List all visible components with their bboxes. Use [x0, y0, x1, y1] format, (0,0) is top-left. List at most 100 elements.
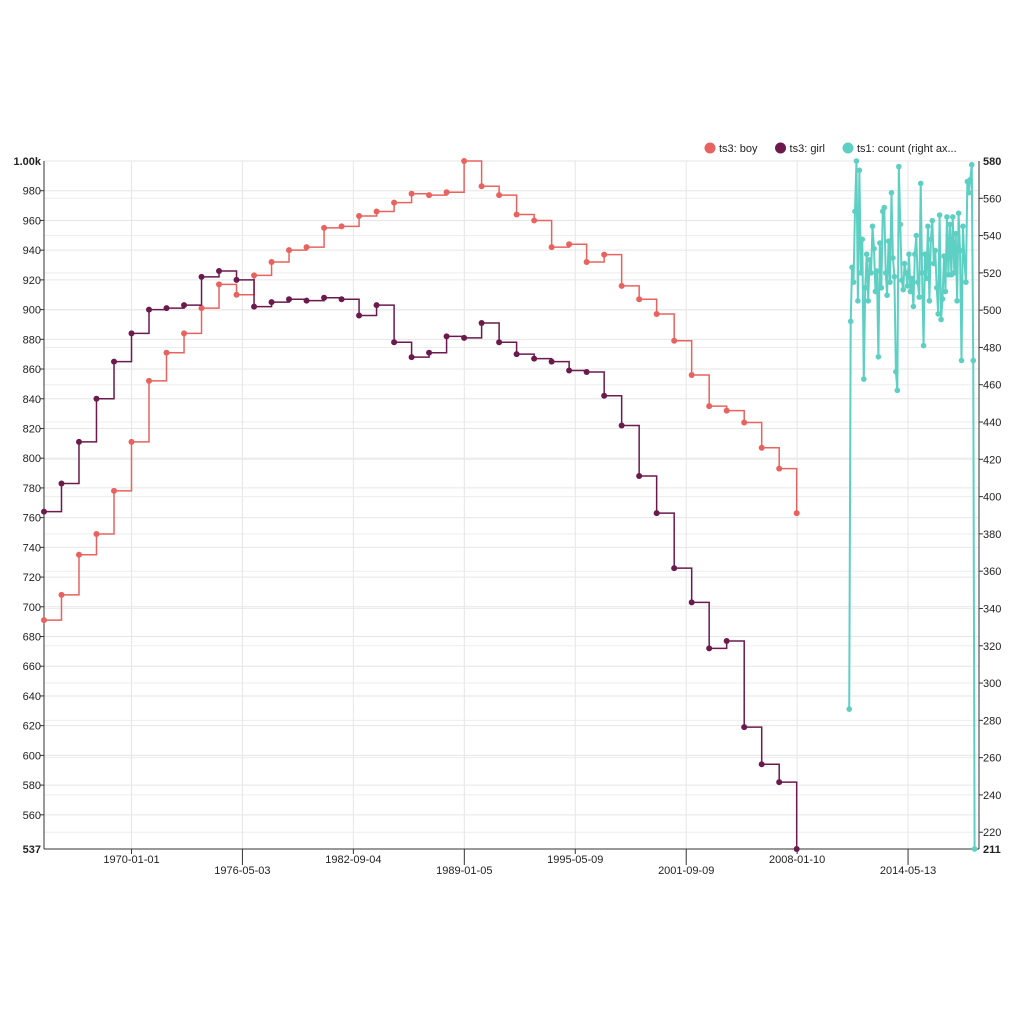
data-point-ts3-girl[interactable]: [41, 508, 47, 515]
legend-label-ts3-girl[interactable]: ts3: girl: [790, 143, 825, 155]
data-point-ts1-count-right-ax[interactable]: [860, 376, 867, 382]
data-point-ts1-count-right-ax[interactable]: [906, 251, 912, 258]
data-point-ts1-count-right-ax[interactable]: [893, 368, 899, 375]
data-point-ts3-girl[interactable]: [321, 294, 328, 301]
data-point-ts3-boy[interactable]: [408, 190, 415, 197]
data-point-ts3-girl[interactable]: [163, 305, 170, 312]
data-point-ts3-boy[interactable]: [723, 407, 730, 414]
data-point-ts3-boy[interactable]: [75, 551, 82, 558]
data-point-ts1-count-right-ax[interactable]: [935, 311, 942, 317]
data-point-ts3-boy[interactable]: [338, 223, 345, 230]
data-point-ts3-boy[interactable]: [321, 224, 328, 231]
data-point-ts3-boy[interactable]: [531, 217, 538, 224]
data-point-ts3-girl[interactable]: [111, 358, 118, 365]
data-point-ts3-boy[interactable]: [636, 296, 643, 303]
data-point-ts1-count-right-ax[interactable]: [868, 270, 874, 276]
data-point-ts3-girl[interactable]: [723, 637, 730, 644]
data-point-ts3-boy[interactable]: [443, 189, 450, 196]
data-point-ts1-count-right-ax[interactable]: [966, 189, 972, 196]
data-point-ts3-girl[interactable]: [426, 349, 433, 356]
data-point-ts1-count-right-ax[interactable]: [853, 158, 860, 164]
data-point-ts3-boy[interactable]: [181, 330, 188, 337]
data-point-ts1-count-right-ax[interactable]: [954, 298, 960, 304]
data-point-ts3-girl[interactable]: [758, 761, 765, 768]
data-point-ts3-boy[interactable]: [163, 349, 170, 356]
data-point-ts3-girl[interactable]: [373, 302, 380, 309]
data-point-ts3-boy[interactable]: [776, 465, 783, 472]
data-point-ts1-count-right-ax[interactable]: [967, 176, 974, 183]
data-point-ts3-boy[interactable]: [111, 487, 118, 494]
data-point-ts3-girl[interactable]: [286, 296, 293, 303]
data-point-ts1-count-right-ax[interactable]: [852, 208, 858, 215]
data-point-ts3-boy[interactable]: [233, 291, 240, 298]
data-point-ts1-count-right-ax[interactable]: [944, 214, 950, 220]
data-point-ts1-count-right-ax[interactable]: [896, 163, 902, 170]
data-point-ts3-boy[interactable]: [671, 337, 678, 344]
data-point-ts1-count-right-ax[interactable]: [869, 223, 876, 230]
data-point-ts3-girl[interactable]: [408, 354, 415, 361]
data-point-ts1-count-right-ax[interactable]: [952, 230, 959, 237]
data-point-ts3-boy[interactable]: [758, 444, 765, 451]
data-point-ts3-girl[interactable]: [741, 724, 748, 731]
data-point-ts1-count-right-ax[interactable]: [929, 217, 936, 224]
data-point-ts3-girl[interactable]: [75, 438, 82, 445]
data-point-ts3-boy[interactable]: [426, 192, 433, 199]
data-point-ts1-count-right-ax[interactable]: [865, 298, 871, 304]
data-point-ts1-count-right-ax[interactable]: [882, 270, 889, 276]
data-point-ts1-count-right-ax[interactable]: [923, 275, 930, 282]
data-point-ts1-count-right-ax[interactable]: [949, 214, 956, 220]
data-point-ts1-count-right-ax[interactable]: [970, 357, 977, 364]
data-point-ts1-count-right-ax[interactable]: [931, 260, 937, 267]
data-point-ts1-count-right-ax[interactable]: [939, 296, 946, 302]
data-point-ts1-count-right-ax[interactable]: [963, 279, 969, 285]
data-point-ts3-girl[interactable]: [513, 351, 520, 358]
data-point-ts1-count-right-ax[interactable]: [925, 223, 931, 230]
data-point-ts3-boy[interactable]: [478, 183, 485, 190]
data-point-ts1-count-right-ax[interactable]: [846, 706, 853, 712]
legend-swatch-ts1-count-right-ax[interactable]: [842, 142, 854, 154]
data-point-ts1-count-right-ax[interactable]: [968, 161, 975, 168]
data-point-ts3-boy[interactable]: [601, 251, 608, 258]
data-point-ts3-boy[interactable]: [688, 371, 695, 378]
data-point-ts1-count-right-ax[interactable]: [862, 284, 869, 291]
data-point-ts3-boy[interactable]: [128, 438, 135, 445]
data-point-ts3-girl[interactable]: [268, 299, 275, 306]
data-point-ts1-count-right-ax[interactable]: [971, 846, 978, 852]
data-point-ts3-girl[interactable]: [548, 358, 555, 365]
data-point-ts1-count-right-ax[interactable]: [898, 277, 905, 284]
data-point-ts3-girl[interactable]: [461, 334, 468, 341]
data-point-ts1-count-right-ax[interactable]: [881, 204, 888, 211]
data-point-ts3-girl[interactable]: [671, 565, 678, 572]
data-point-ts1-count-right-ax[interactable]: [849, 264, 855, 271]
data-point-ts3-girl[interactable]: [496, 339, 503, 346]
data-point-ts3-girl[interactable]: [776, 779, 783, 786]
data-point-ts3-girl[interactable]: [93, 395, 100, 402]
data-point-ts3-girl[interactable]: [653, 510, 660, 517]
data-point-ts3-boy[interactable]: [548, 244, 555, 251]
data-point-ts3-girl[interactable]: [583, 369, 590, 376]
data-point-ts3-girl[interactable]: [478, 319, 485, 326]
data-point-ts3-boy[interactable]: [741, 419, 748, 426]
data-point-ts1-count-right-ax[interactable]: [907, 288, 914, 295]
data-point-ts3-girl[interactable]: [636, 473, 643, 480]
legend[interactable]: ts3: boy ts3: girl ts1: count (right ax...: [704, 142, 957, 156]
data-point-ts1-count-right-ax[interactable]: [951, 270, 958, 276]
data-point-ts1-count-right-ax[interactable]: [916, 294, 923, 300]
data-point-ts1-count-right-ax[interactable]: [888, 189, 895, 196]
data-point-ts1-count-right-ax[interactable]: [847, 318, 854, 325]
data-point-ts1-count-right-ax[interactable]: [894, 387, 901, 394]
data-point-ts1-count-right-ax[interactable]: [922, 251, 928, 258]
data-point-ts1-count-right-ax[interactable]: [866, 257, 873, 263]
data-point-ts1-count-right-ax[interactable]: [928, 236, 934, 243]
data-point-ts1-count-right-ax[interactable]: [957, 247, 963, 254]
data-point-ts3-girl[interactable]: [706, 645, 713, 652]
data-point-ts3-boy[interactable]: [41, 617, 47, 624]
data-point-ts3-boy[interactable]: [706, 403, 713, 410]
data-point-ts1-count-right-ax[interactable]: [932, 247, 939, 254]
data-point-ts3-girl[interactable]: [601, 392, 608, 399]
data-point-ts3-boy[interactable]: [146, 377, 153, 384]
data-point-ts3-boy[interactable]: [793, 510, 800, 517]
data-point-ts3-boy[interactable]: [286, 247, 293, 254]
data-point-ts1-count-right-ax[interactable]: [900, 286, 907, 293]
data-point-ts3-girl[interactable]: [793, 846, 800, 852]
